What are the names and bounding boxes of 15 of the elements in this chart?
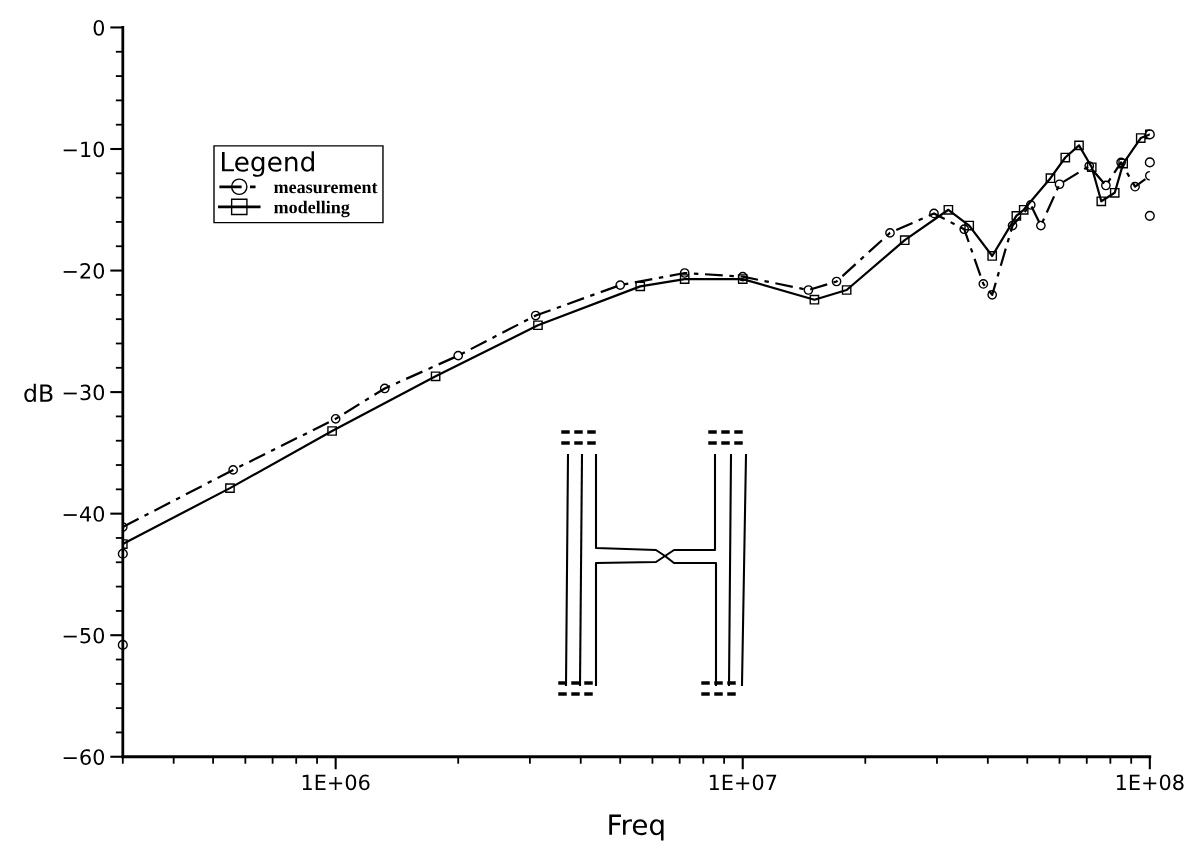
y-tick-label: 0 [93,19,105,36]
legend-label: modelling [274,200,350,218]
x-tick-label: 1E+06 [302,774,370,791]
y-tick-label: −30 [63,384,105,401]
y-tick-label: −20 [63,263,105,279]
y-tick-label: −60 [63,749,105,765]
legend-label: measurement [274,182,378,194]
y-tick-label: −50 [63,627,105,644]
y-tick-label: −40 [63,506,105,522]
x-tick-label: 1E+08 [1116,774,1184,791]
y-tick-label: −10 [63,141,105,158]
x-tick-label: 1E+07 [709,774,777,791]
x-axis-title: Freq [609,814,664,841]
legend-title: Legend [222,151,314,177]
y-axis-title: dB [24,383,53,403]
